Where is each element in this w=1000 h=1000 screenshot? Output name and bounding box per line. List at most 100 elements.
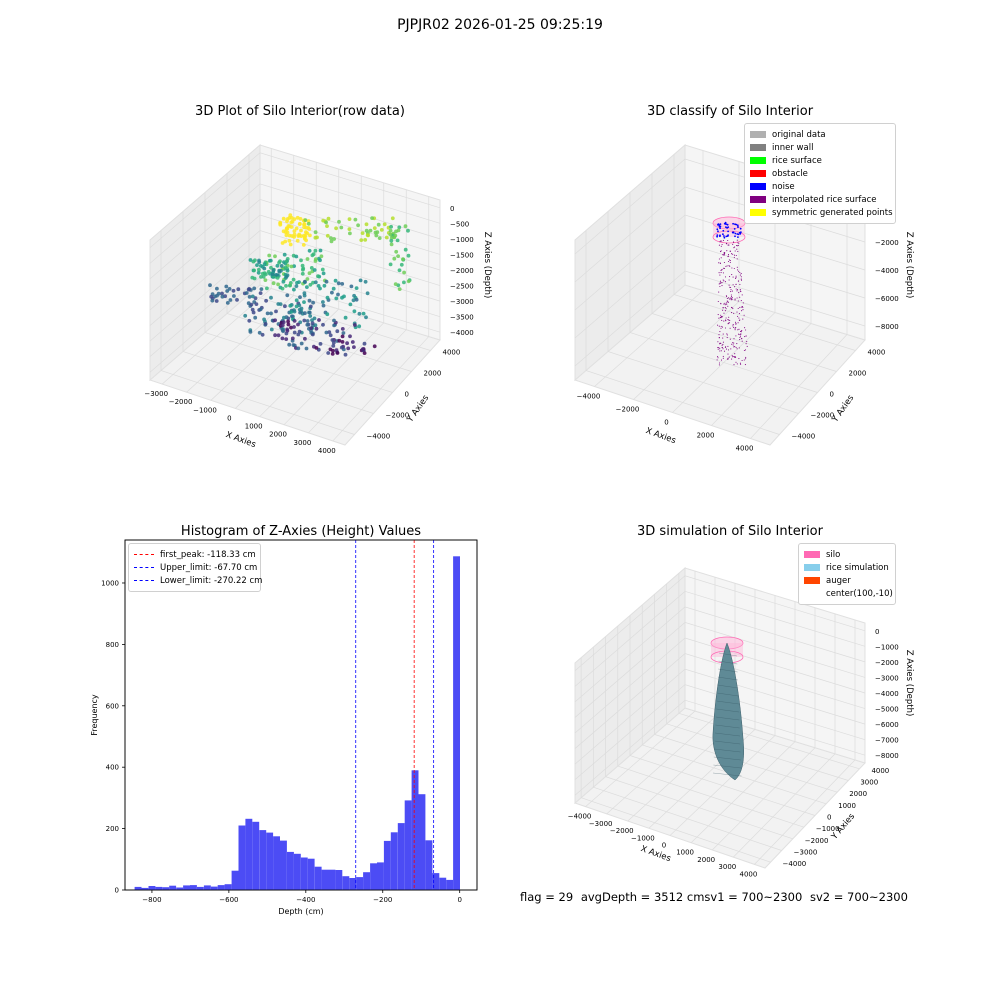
p1-point [295,280,299,285]
p1-point [287,233,292,238]
p1-point [325,295,330,300]
p2-interp-point [734,250,736,252]
p1-point [257,267,261,272]
p3-legend-label: Lower_limit: -270.22 cm [160,575,263,586]
p1-point [397,268,402,273]
p2-interp-point [727,239,729,242]
p2-legend-label: original data [772,129,826,140]
p1-point [284,274,289,279]
p1-point [301,243,306,247]
p2-interp-point [729,250,731,253]
p2-interp-point [726,300,728,302]
p1-ztick: −4000 [450,329,474,337]
p2-interp-point [722,254,724,256]
p1-point [337,338,342,343]
p2-interp-point [722,343,724,345]
p2-legend-item: obstacle [750,167,890,180]
p3-xtick-label: −600 [219,896,238,904]
p1-point [348,302,353,307]
p4-mesh-line [716,708,740,713]
p4-ztick: −1000 [875,643,899,651]
p1-point [308,304,313,309]
p4-grid-z [574,575,866,672]
p1-point [394,229,398,234]
p1-ztick: −2500 [450,283,474,291]
p2-interp-point [725,265,727,267]
p2-interp-point [736,248,738,250]
p1-point [281,320,286,325]
p1-point [364,315,368,320]
p1-point [266,269,271,274]
p4-grid-y [593,786,782,851]
p2-interp-point [745,329,747,331]
p4-grid-y [654,734,838,793]
p1-point [352,293,356,298]
p2-interp-point [740,276,742,278]
p1-point [364,228,369,233]
p2-interp-point [732,342,734,344]
p1-point [289,220,294,225]
p2-interp-point [735,361,737,363]
p2-interp-point [727,260,730,263]
p2-interp-point [744,364,746,366]
p1-point [353,217,358,222]
p2-legend-swatch [750,183,766,190]
p1-point [299,228,303,233]
p1-point [302,225,306,230]
p1-point [331,286,336,291]
p1-point [284,337,289,341]
p1-point [251,310,256,315]
p1-point [280,241,285,245]
p1-point [271,281,276,286]
p2-interp-point [732,325,734,327]
p2-interp-point [720,269,722,271]
p1-point [294,254,299,259]
p2-interp-point [741,330,743,332]
p3-bar [245,818,253,890]
p2-interp-point [728,297,730,299]
p1-xtick: 1000 [245,423,263,431]
p3-bar [183,885,190,890]
panel2-3d-classify: −4000−2000020004000−4000−20000200040000−… [574,143,914,453]
p2-interp-point [721,243,723,246]
p2-interp-point [718,283,720,285]
p2-interp-point [739,283,741,286]
p2-noise-point [717,230,719,233]
p1-xtick: 3000 [294,439,312,447]
p3-xtick-label: −400 [296,896,315,904]
p2-interp-point [737,280,740,282]
p2-legend-item: noise [750,180,890,193]
p2-interp-point [719,350,721,352]
p2-interp-point [734,299,736,301]
p1-point [313,323,318,328]
p1-point [294,298,299,303]
p1-point [388,228,393,233]
p1-point [224,284,229,289]
p1-point [354,286,359,290]
p2-interp-point [729,319,731,322]
p1-point [360,347,365,352]
p4-legend-swatch [804,577,820,584]
p2-interp-point [719,274,721,276]
p4-xtick: −1000 [631,834,655,842]
p4-grid-y [629,755,816,816]
p3-bar [293,853,301,890]
p2-interp-point [733,346,735,348]
p2-interp-point [741,340,743,342]
p1-point [307,310,312,315]
p1-point [260,332,265,337]
p1-point [285,230,290,235]
p3-bar [148,886,156,890]
p1-point [366,233,370,238]
p2-interp-point [720,325,722,327]
p2-interp-point [724,304,726,306]
p1-point [315,235,319,240]
p2-interp-point [721,326,724,328]
p2-interp-point [724,346,726,348]
p3-bar [190,885,197,890]
p2-interp-point [741,294,743,296]
p4-ztick: −8000 [875,752,899,760]
p1-point [389,238,394,243]
p1-point [309,326,314,330]
p2-interp-point [723,312,725,314]
